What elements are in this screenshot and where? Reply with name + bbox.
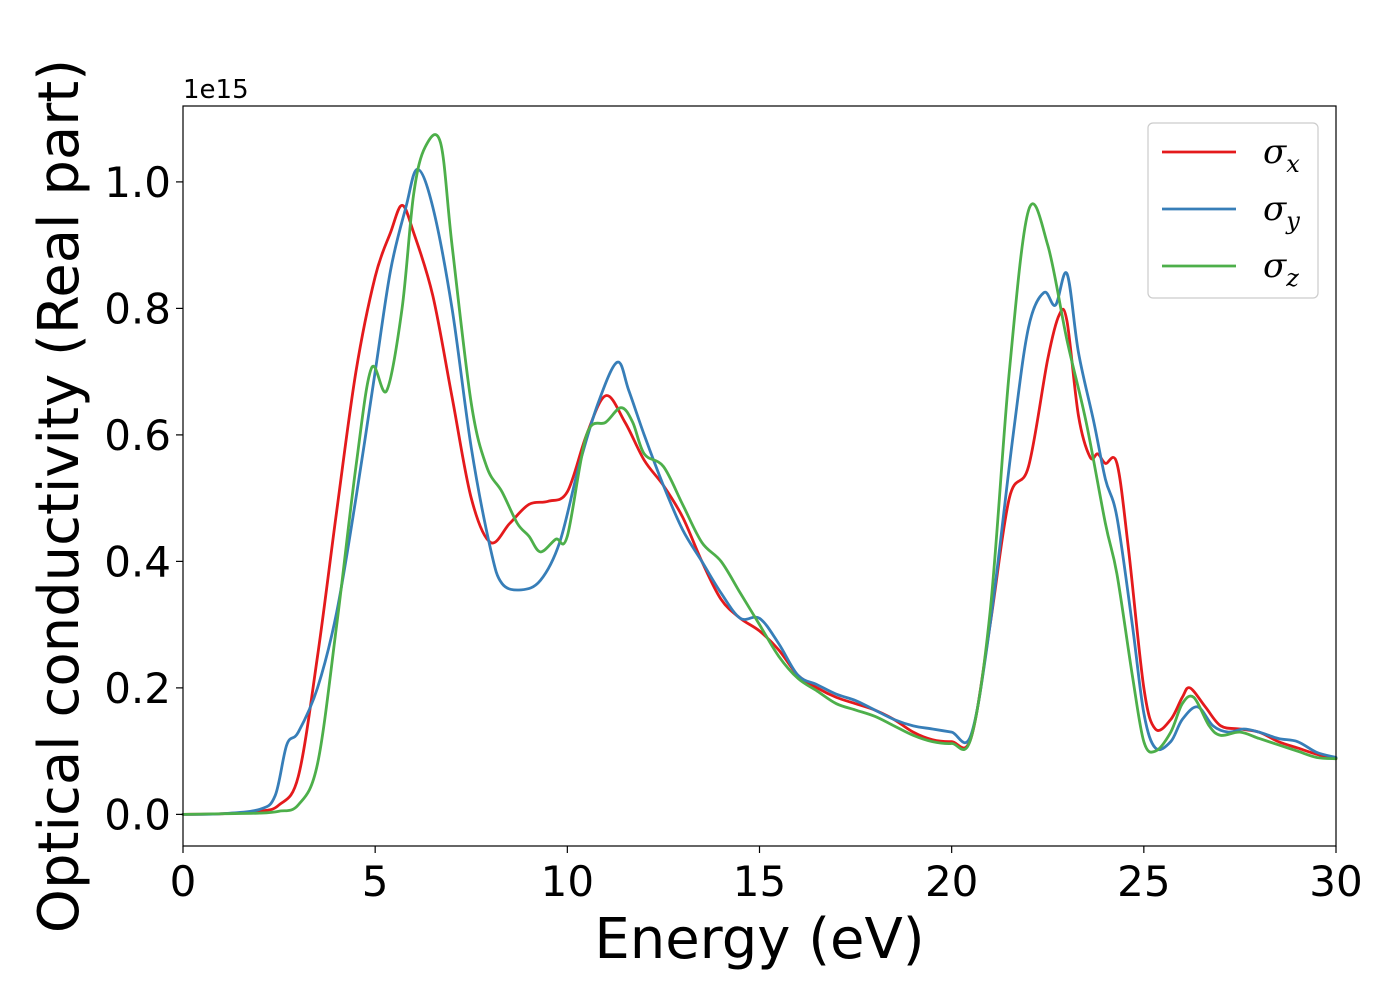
x-tick-label: 0 — [170, 857, 197, 906]
legend-box — [1147, 122, 1319, 299]
y-tick-label: 1.0 — [104, 158, 171, 207]
legend-subscript: y — [1285, 207, 1300, 235]
legend-subscript: x — [1286, 150, 1300, 178]
legend-symbol: σ — [1263, 246, 1287, 286]
y-tick-label: 0.4 — [104, 537, 171, 586]
x-tick-label: 10 — [541, 857, 594, 906]
x-tick-label: 30 — [1309, 857, 1362, 906]
x-tick-label: 15 — [733, 857, 786, 906]
series-line-sigma-x — [181, 203, 1338, 816]
x-tick-label: 20 — [925, 857, 978, 906]
x-axis-label: Energy (eV) — [594, 907, 924, 972]
x-axis-ticks: 0 5 10 15 20 25 30 — [170, 846, 1363, 906]
series-line-sigma-y — [181, 167, 1338, 816]
y-tick-label: 0.2 — [104, 664, 171, 713]
legend-entry-sigma-y: σy — [1263, 189, 1300, 235]
y-axis-label: Optical conductivity (Real part) — [27, 59, 92, 933]
y-offset-label: 1e15 — [183, 75, 249, 105]
legend-symbol: σ — [1263, 189, 1287, 229]
legend-symbol: σ — [1263, 132, 1287, 172]
legend-entry-sigma-z: σz — [1263, 246, 1299, 292]
series-line-sigma-z — [181, 133, 1338, 816]
legend-subscript: z — [1285, 264, 1299, 292]
y-axis-ticks: 0.0 0.2 0.4 0.6 0.8 1.0 — [104, 158, 183, 839]
y-tick-label: 0.8 — [104, 284, 171, 333]
x-tick-label: 25 — [1117, 857, 1170, 906]
legend-entry-sigma-x: σx — [1263, 132, 1300, 178]
y-tick-label: 0.6 — [104, 411, 171, 460]
y-tick-label: 0.0 — [104, 790, 171, 839]
x-tick-label: 5 — [362, 857, 389, 906]
series-layer — [181, 133, 1338, 816]
